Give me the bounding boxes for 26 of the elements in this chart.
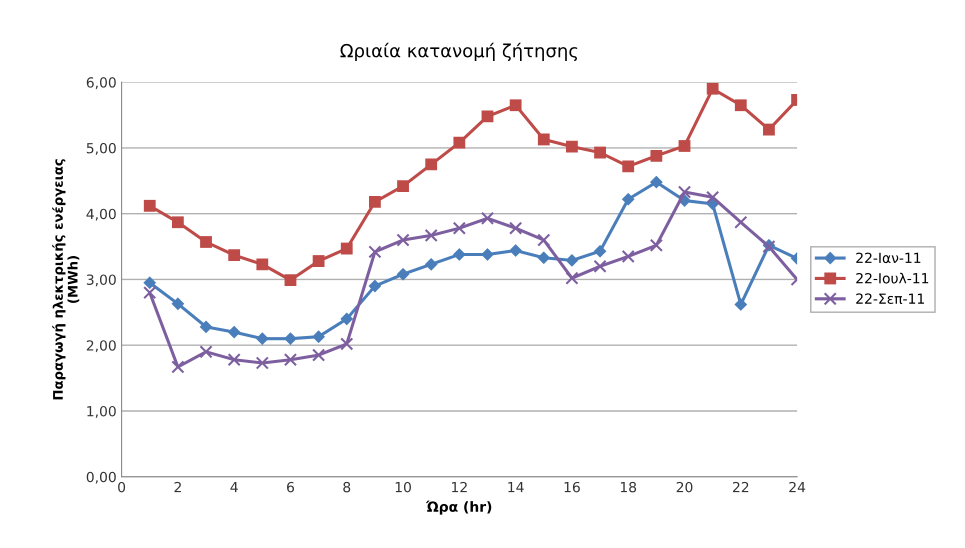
y-tick-label: 1,00 — [87, 406, 116, 418]
x-tick-label: 0 — [118, 482, 126, 492]
x-tick-label: 12 — [452, 482, 467, 492]
y-tick-label: 0,00 — [86, 472, 116, 484]
x-tick-label: 14 — [508, 482, 524, 492]
y-tick-label: 5,00 — [86, 142, 116, 155]
x-tick-label: 24 — [789, 482, 806, 492]
legend-label: 22-Σεπ-11 — [856, 293, 924, 304]
y-tick-label: 4,00 — [86, 208, 116, 221]
legend-label: 22-Ιουλ-11 — [856, 272, 928, 284]
x-tick-label: 16 — [564, 482, 580, 492]
x-tick-label: 22 — [732, 482, 748, 492]
legend-label: 22-Ιαν-11 — [856, 252, 920, 264]
y-tick-label: 6,00 — [86, 77, 116, 90]
x-tick-label: 10 — [396, 482, 411, 492]
x-tick-label: 4 — [230, 482, 238, 492]
x-tick-label: 6 — [287, 482, 294, 492]
x-axis-title: Ώρα (hr) — [426, 500, 492, 515]
x-tick-label: 2 — [174, 482, 181, 492]
x-tick-label: 20 — [676, 482, 692, 492]
y-axis-title: Παραγωγή ηλεκτρικής ενέργειας (MWh) — [52, 159, 80, 400]
x-tick-label: 18 — [620, 482, 636, 492]
y-tick-label: 3,00 — [86, 274, 116, 286]
x-tick-label: 8 — [343, 482, 350, 492]
y-tick-label: 2,00 — [86, 340, 116, 352]
chart-title: Ωριαία κατανομή ζήτησης — [340, 42, 578, 61]
